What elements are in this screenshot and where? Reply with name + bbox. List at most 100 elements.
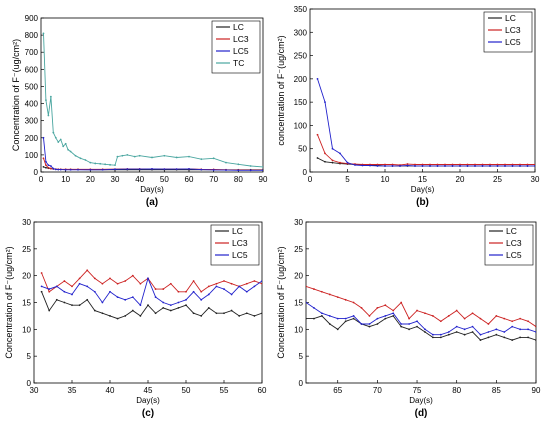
data-point: [69, 168, 72, 171]
data-point: [527, 336, 529, 339]
y-tick-label: 15: [22, 299, 31, 308]
data-point: [249, 169, 252, 172]
y-tick-label: 900: [25, 14, 39, 23]
panel-label: (d): [415, 408, 428, 419]
data-point: [154, 288, 157, 290]
data-point: [384, 317, 387, 320]
data-point: [511, 163, 514, 166]
data-point: [261, 282, 262, 285]
data-point: [93, 309, 96, 312]
data-point: [487, 323, 490, 325]
data-point: [124, 315, 127, 317]
legend-label: LC3: [506, 238, 522, 248]
data-point: [444, 165, 446, 167]
data-point: [455, 331, 458, 333]
data-point: [69, 150, 72, 153]
legend-label: LC5: [505, 37, 521, 47]
data-point: [368, 315, 371, 317]
data-point: [45, 99, 47, 102]
data-point: [534, 165, 535, 167]
data-point: [169, 309, 172, 312]
panel-label: (b): [416, 197, 429, 208]
data-point: [459, 165, 461, 167]
data-point: [535, 325, 536, 328]
data-point: [45, 160, 47, 163]
data-point: [495, 315, 498, 317]
data-point: [376, 317, 379, 320]
y-tick-label: 20: [294, 272, 303, 281]
data-point: [71, 304, 73, 307]
data-point: [316, 157, 319, 159]
data-point: [109, 290, 111, 293]
data-point: [306, 317, 307, 320]
data-point: [408, 317, 411, 320]
x-tick-label: 50: [182, 386, 191, 395]
data-point: [64, 168, 67, 171]
data-point: [344, 317, 347, 320]
legend-label: LC3: [233, 34, 249, 44]
data-point: [511, 339, 514, 341]
data-point: [52, 167, 55, 170]
chart-panel-1: 0 5 10 15 20 25 30050100150200250300350Day(s)c…: [276, 5, 540, 208]
data-point: [124, 280, 127, 282]
data-point: [487, 336, 490, 339]
data-point: [324, 101, 326, 104]
series-line-LC5: [317, 78, 535, 167]
data-point: [352, 315, 355, 317]
data-point: [451, 163, 454, 166]
legend-box: [211, 20, 261, 74]
data-point: [262, 165, 263, 168]
data-point: [481, 163, 484, 166]
series-line-LC: [41, 291, 262, 320]
data-point: [63, 280, 66, 282]
y-tick-label: 5: [27, 352, 32, 361]
data-point: [93, 277, 96, 280]
data-point: [230, 282, 233, 285]
data-point: [54, 168, 57, 171]
data-point: [215, 282, 218, 285]
data-point: [225, 161, 227, 164]
data-point: [47, 114, 50, 117]
data-point: [52, 131, 55, 134]
data-point: [55, 298, 58, 301]
data-point: [399, 165, 401, 167]
data-point: [185, 298, 187, 301]
data-point: [163, 168, 166, 170]
legend-box: [483, 11, 533, 53]
data-point: [54, 136, 57, 139]
x-tick-label: 90: [259, 175, 268, 184]
data-point: [471, 331, 474, 333]
data-point: [408, 323, 411, 325]
data-point: [313, 306, 315, 309]
data-point: [439, 320, 442, 323]
data-point: [439, 333, 442, 336]
data-point: [42, 136, 45, 139]
data-point: [86, 269, 89, 272]
data-point: [471, 312, 474, 315]
data-point: [238, 285, 241, 288]
y-tick-label: 5: [299, 352, 304, 361]
data-point: [238, 315, 241, 317]
data-point: [207, 285, 210, 288]
data-point: [63, 290, 66, 293]
x-tick-label: 85: [492, 386, 501, 395]
x-tick-label: 30: [531, 175, 540, 184]
data-point: [406, 164, 409, 167]
data-point: [116, 155, 119, 158]
data-point: [504, 165, 506, 167]
data-point: [504, 163, 506, 166]
data-point: [466, 165, 469, 167]
data-point: [215, 285, 218, 288]
data-point: [328, 315, 331, 317]
data-point: [237, 169, 240, 172]
data-point: [74, 154, 77, 157]
data-point: [444, 163, 446, 166]
data-point: [162, 301, 165, 304]
series-line-LC5: [306, 302, 536, 336]
data-point: [534, 163, 535, 166]
data-point: [346, 161, 349, 164]
data-point: [49, 95, 52, 98]
data-point: [519, 317, 522, 320]
data-point: [479, 339, 482, 341]
